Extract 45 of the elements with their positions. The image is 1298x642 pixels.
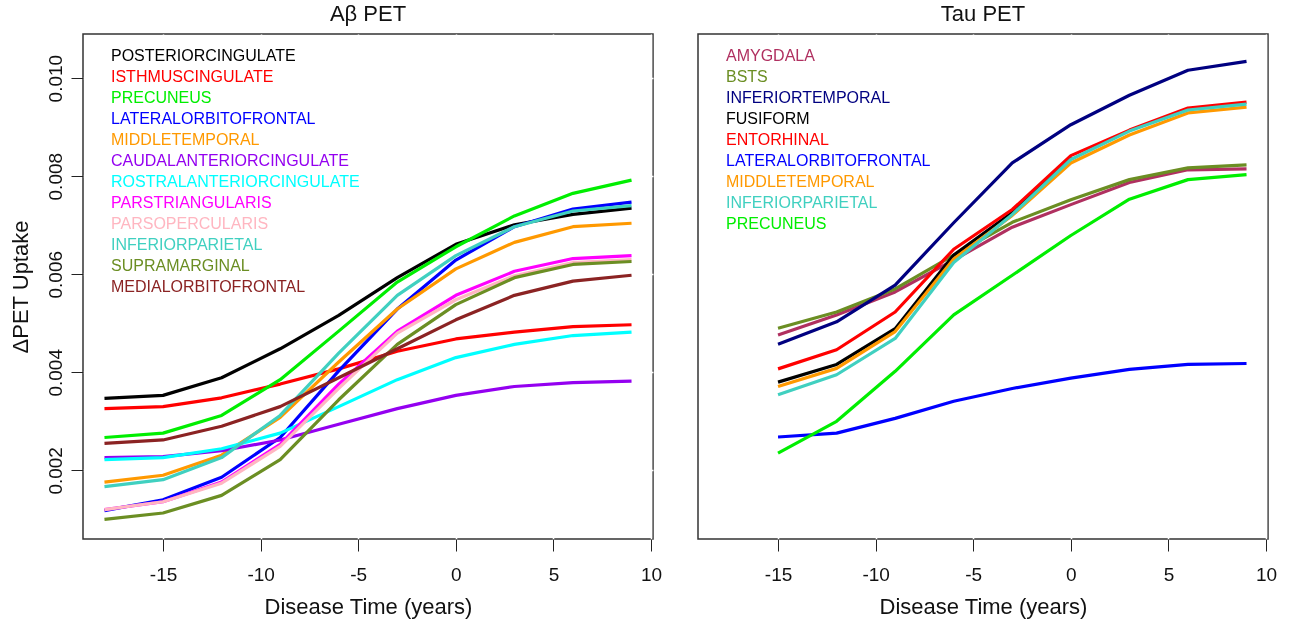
x-tick-label: -5 [350, 563, 368, 585]
line-series [102, 330, 634, 462]
y-tick-label: 0.008 [44, 152, 66, 201]
line-series [102, 273, 634, 445]
text: INFERIORPARIETAL [111, 236, 263, 253]
text: MEDIALORBITOFRONTAL [111, 278, 306, 295]
chart-title: Aβ PET [329, 1, 407, 26]
text: LATERALORBITOFRONTAL [726, 152, 931, 169]
x-tick-label: 0 [1066, 563, 1077, 585]
text: ENTORHINAL [726, 131, 829, 148]
text: INFERIORTEMPORAL [726, 89, 891, 106]
y-tick-label: 0.006 [44, 250, 66, 299]
x-axis-title: Disease Time (years) [264, 593, 473, 619]
text: PRECUNEUS [726, 215, 827, 232]
x-tick-label: 10 [1255, 563, 1278, 585]
x-tick-label: -5 [965, 563, 983, 585]
x-tick-label: -15 [764, 563, 793, 585]
x-tick-label: -15 [149, 563, 178, 585]
x-tick-label: 5 [1163, 563, 1175, 585]
y-tick-label: 0.010 [44, 54, 66, 103]
x-tick-label: 10 [640, 563, 663, 585]
text: MIDDLETEMPORAL [726, 173, 875, 190]
x-tick-label: -10 [862, 563, 890, 585]
text: ROSTRALANTERIORCINGULATE [111, 173, 360, 190]
x-axis-title: Disease Time (years) [879, 593, 1088, 619]
chart-title: Tau PET [940, 1, 1026, 26]
text: AMYGDALA [726, 47, 816, 64]
y-tick-label: 0.002 [44, 447, 66, 495]
x-tick-label: 5 [548, 563, 560, 585]
text: CAUDALANTERIORCINGULATE [111, 152, 349, 169]
text: MIDDLETEMPORAL [111, 131, 260, 148]
text: ISTHMUSCINGULATE [111, 68, 274, 85]
text: LATERALORBITOFRONTAL [111, 110, 316, 127]
text: INFERIORPARIETAL [726, 194, 878, 211]
text: POSTERIORCINGULATE [111, 47, 296, 64]
text: BSTS [726, 68, 768, 85]
text: PRECUNEUS [111, 89, 212, 106]
x-tick-label: -10 [247, 563, 275, 585]
y-tick-label: 0.004 [44, 348, 66, 397]
text: PARSOPERCULARIS [111, 215, 269, 232]
y-axis-title: ΔPET Uptake [7, 220, 33, 354]
x-tick-label: 0 [451, 563, 462, 585]
text: PARSTRIANGULARIS [111, 194, 272, 211]
text: SUPRAMARGINAL [111, 257, 250, 274]
text: FUSIFORM [726, 110, 810, 127]
